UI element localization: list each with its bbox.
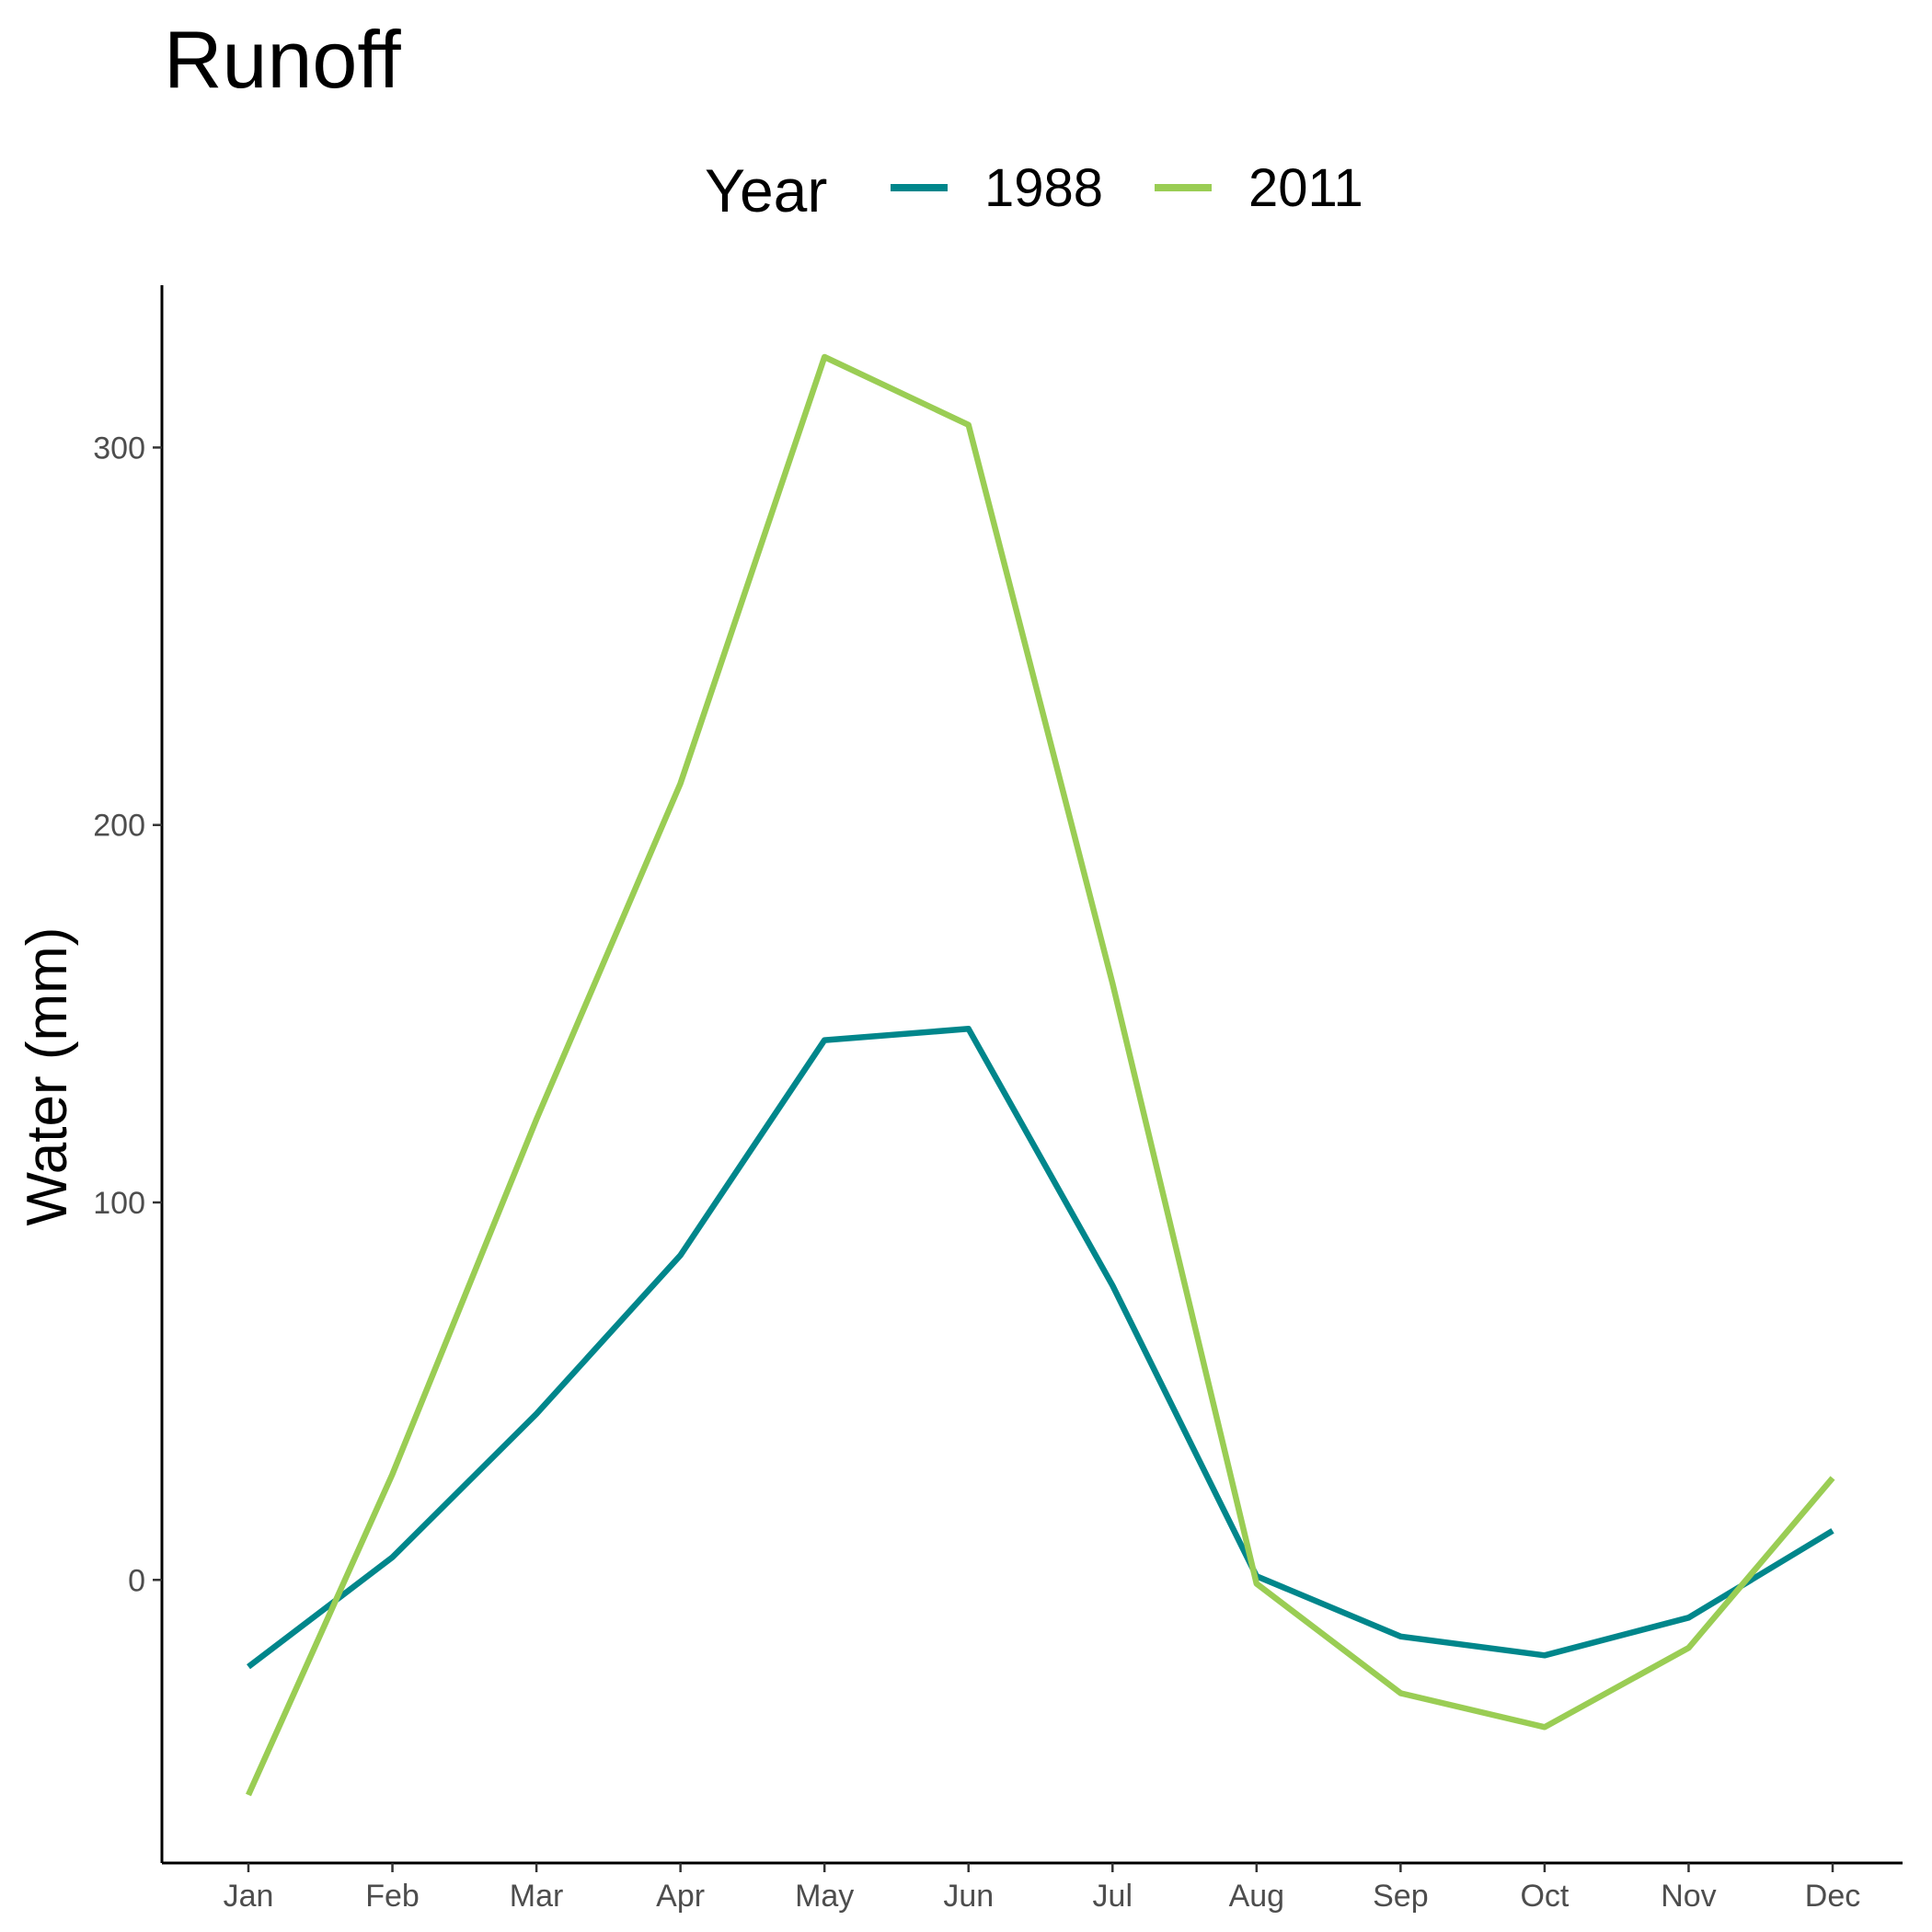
y-tick-label: 300	[93, 431, 145, 466]
x-tick-label: Sep	[1373, 1879, 1429, 1914]
chart-title: Runoff	[164, 14, 401, 105]
series-line-1988	[247, 1026, 1834, 1670]
legend-title: Year	[705, 156, 827, 224]
legend-label-2011: 2011	[1248, 158, 1363, 218]
x-tick-label: Oct	[1520, 1879, 1569, 1914]
y-tick-label: 100	[93, 1186, 145, 1221]
y-ticks: 0 100 200 300	[93, 431, 162, 1598]
axes	[160, 285, 1903, 1865]
x-tick-label: Mar	[510, 1879, 564, 1914]
x-tick-label: Nov	[1661, 1879, 1716, 1914]
series-line-2011	[246, 353, 1835, 1797]
x-tick-label: May	[795, 1879, 854, 1914]
legend: Year 1988 2011	[705, 156, 1363, 224]
y-axis-title: Water (mm)	[16, 927, 79, 1226]
x-tick-label: Jul	[1093, 1879, 1133, 1914]
x-tick-label: Dec	[1805, 1879, 1860, 1914]
legend-label-1988: 1988	[984, 158, 1103, 218]
x-tick-label: Jun	[943, 1879, 994, 1914]
y-tick-label: 200	[93, 809, 145, 844]
x-tick-label: Aug	[1229, 1879, 1285, 1914]
y-tick-label: 0	[128, 1563, 145, 1598]
x-tick-label: Jan	[224, 1879, 274, 1914]
series-layer	[246, 353, 1835, 1797]
x-tick-label: Apr	[656, 1879, 705, 1914]
x-tick-label: Feb	[365, 1879, 420, 1914]
x-ticks: Jan Feb Mar Apr May Jun Jul Aug Sep Oct Nov Dec	[224, 1863, 1860, 1914]
